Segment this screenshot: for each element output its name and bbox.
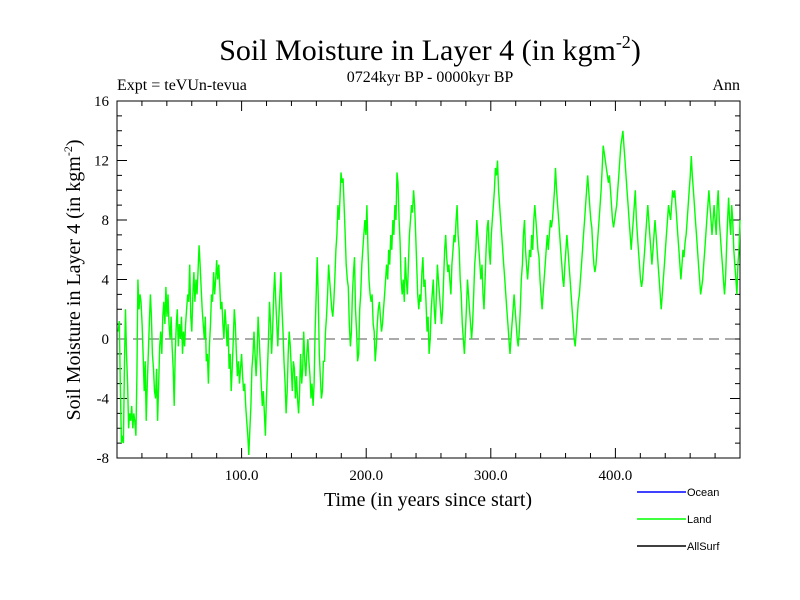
y-tick-label: 12 <box>94 154 109 170</box>
x-axis-label: Time (in years since start) <box>324 489 532 511</box>
x-tick-label: 200.0 <box>349 468 383 484</box>
legend-label-allsurf: AllSurf <box>687 541 720 553</box>
y-tick-label: 16 <box>94 94 110 110</box>
y-tick-label: 8 <box>102 213 110 229</box>
land-series-line <box>117 130 741 456</box>
y-tick-label: -4 <box>97 392 110 408</box>
x-tick-label: 400.0 <box>599 468 633 484</box>
chart-title: Soil Moisture in Layer 4 (in kgm-2) <box>219 32 641 67</box>
season-label: Ann <box>712 77 740 94</box>
legend-label-ocean: Ocean <box>687 487 719 499</box>
legend: Ocean Land AllSurf <box>637 487 720 553</box>
y-tick-label: 0 <box>102 332 110 348</box>
legend-label-land: Land <box>687 514 711 526</box>
x-tick-label: 300.0 <box>474 468 508 484</box>
y-axis-label: Soil Moisture in Layer 4 (in kgm-2) <box>61 139 85 420</box>
expt-label: Expt = teVUn-tevua <box>117 77 247 94</box>
plot-frame <box>116 100 741 459</box>
x-tick-label: 100.0 <box>225 468 259 484</box>
y-tick-label: 4 <box>102 273 110 289</box>
y-tick-label: -8 <box>97 451 110 467</box>
axis-ticks <box>117 101 740 458</box>
axis-tick-labels: 100.0 200.0 300.0 400.0 -8 -4 0 4 8 12 16 <box>94 94 632 484</box>
chart-subtitle: 0724kyr BP - 0000kyr BP <box>347 69 514 86</box>
